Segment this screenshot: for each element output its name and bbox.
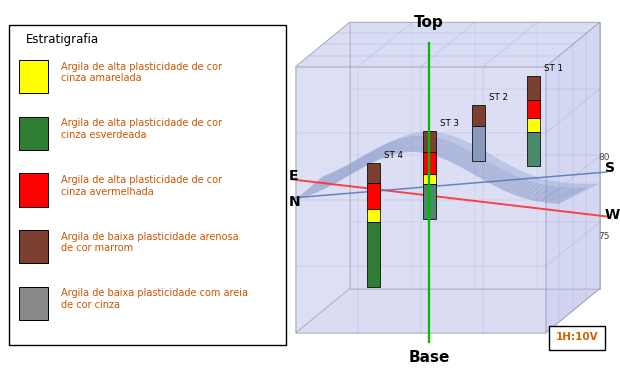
Bar <box>549 326 604 350</box>
Text: Argila de alta plasticidade de cor
cinza avermelhada: Argila de alta plasticidade de cor cinza… <box>61 175 222 196</box>
Polygon shape <box>296 67 546 333</box>
Polygon shape <box>296 132 600 204</box>
Text: 75: 75 <box>598 232 609 241</box>
Text: S: S <box>604 161 615 175</box>
Polygon shape <box>350 22 600 289</box>
Bar <box>472 105 484 126</box>
Bar <box>423 174 435 184</box>
Bar <box>367 209 380 222</box>
Text: E: E <box>289 169 298 183</box>
Text: W: W <box>604 208 620 222</box>
Bar <box>528 76 540 100</box>
Text: 80: 80 <box>598 153 609 162</box>
Bar <box>423 131 435 152</box>
Bar <box>528 100 540 118</box>
Bar <box>423 152 435 174</box>
Text: ST 4: ST 4 <box>384 151 403 160</box>
Text: Base: Base <box>409 350 450 364</box>
Text: Estratigrafia: Estratigrafia <box>26 34 99 47</box>
Bar <box>19 286 48 320</box>
Text: ST 2: ST 2 <box>489 94 508 102</box>
Bar <box>367 163 380 183</box>
Text: Argila de baixa plasticidade arenosa
de cor marrom: Argila de baixa plasticidade arenosa de … <box>61 232 238 253</box>
Text: ST 1: ST 1 <box>544 64 564 73</box>
Bar <box>19 117 48 150</box>
Polygon shape <box>546 22 600 333</box>
Text: Argila de alta plasticidade de cor
cinza esverdeada: Argila de alta plasticidade de cor cinza… <box>61 118 222 140</box>
Polygon shape <box>296 289 600 333</box>
Bar <box>19 230 48 263</box>
Bar <box>367 183 380 209</box>
Polygon shape <box>296 22 350 333</box>
Bar <box>19 173 48 206</box>
Bar <box>367 222 380 287</box>
Text: Argila de baixa plasticidade com areia
de cor cinza: Argila de baixa plasticidade com areia d… <box>61 288 248 310</box>
Text: Top: Top <box>414 15 444 30</box>
Text: 1H:10V: 1H:10V <box>556 332 598 343</box>
Text: Argila de alta plasticidade de cor
cinza amarelada: Argila de alta plasticidade de cor cinza… <box>61 62 222 83</box>
Bar <box>423 184 435 219</box>
Bar <box>472 126 484 161</box>
Text: ST 3: ST 3 <box>440 120 459 128</box>
Bar <box>19 60 48 93</box>
Bar <box>528 118 540 132</box>
Polygon shape <box>296 22 600 67</box>
Bar <box>528 132 540 166</box>
Text: N: N <box>289 195 301 209</box>
